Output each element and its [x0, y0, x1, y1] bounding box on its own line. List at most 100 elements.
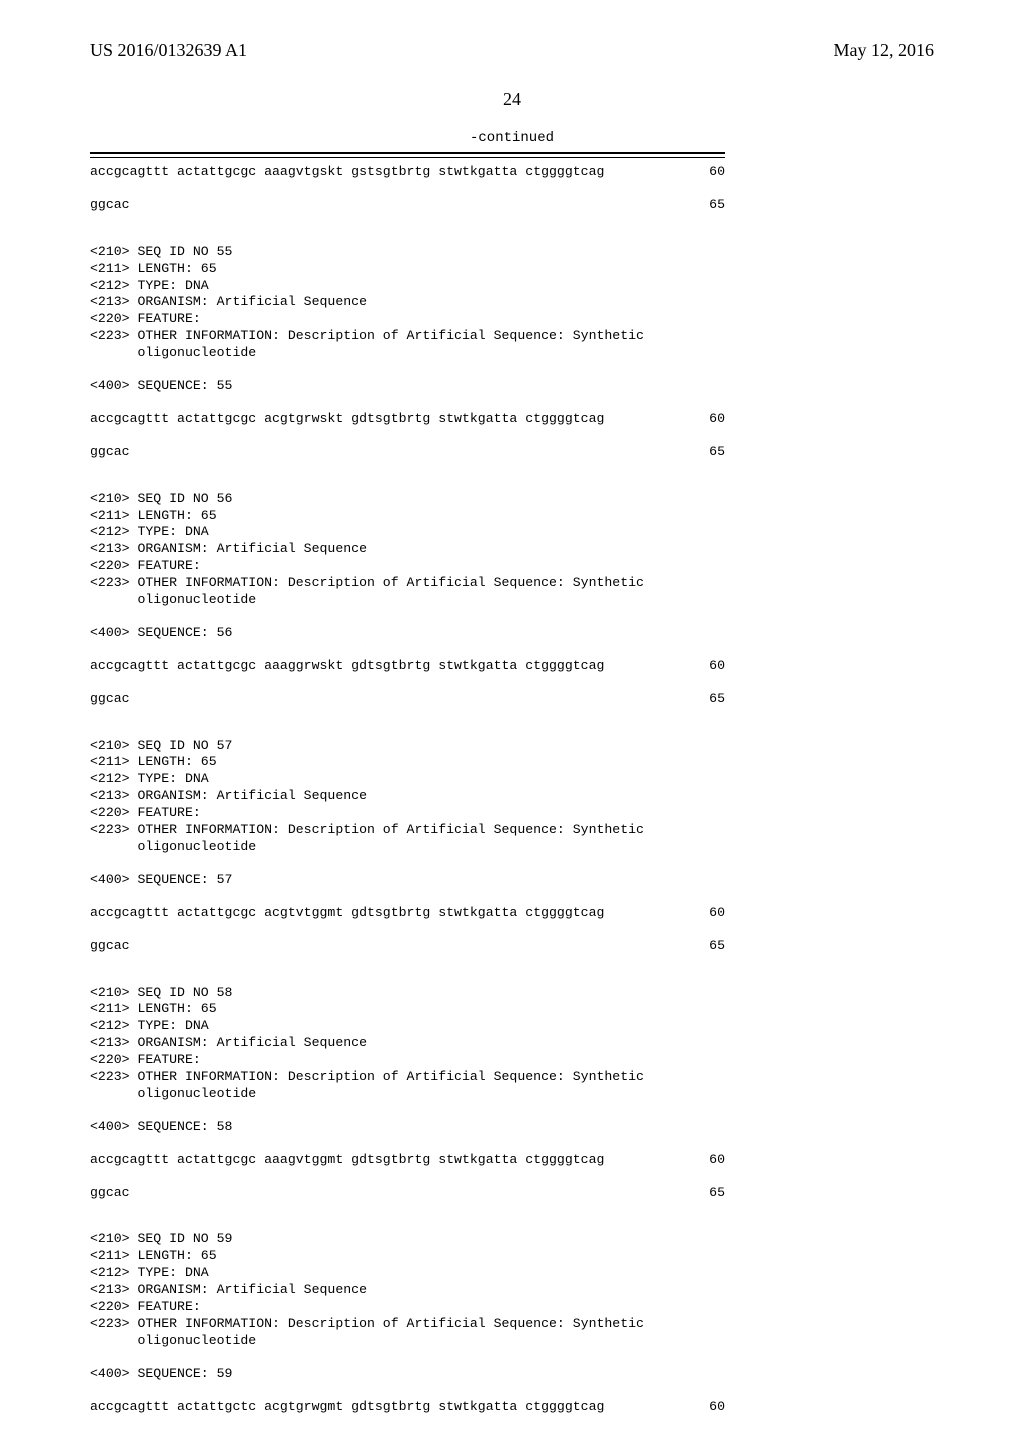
spacer	[90, 675, 750, 691]
sequence-text: accgcagttt actattgcgc acgtgrwskt gdtsgtb…	[90, 411, 604, 428]
sequence-position: 65	[695, 197, 725, 214]
spacer	[90, 1383, 750, 1399]
sequence-meta-line: <210> SEQ ID NO 59	[90, 1231, 750, 1248]
header-right: May 12, 2016	[834, 40, 935, 61]
sequence-meta-line: <210> SEQ ID NO 56	[90, 491, 750, 508]
sequence-text: accgcagttt actattgcgc acgtvtggmt gdtsgtb…	[90, 905, 604, 922]
sequence-data-line: ggcac 65	[90, 1185, 725, 1202]
spacer	[90, 181, 750, 197]
sequence-meta-line: <213> ORGANISM: Artificial Sequence	[90, 788, 750, 805]
sequence-position: 60	[695, 164, 725, 181]
sequence-position: 65	[695, 938, 725, 955]
sequence-meta-line: <400> SEQUENCE: 56	[90, 625, 750, 642]
spacer	[90, 609, 750, 625]
sequence-meta-line: <213> ORGANISM: Artificial Sequence	[90, 294, 750, 311]
spacer	[90, 461, 750, 491]
sequence-meta-line: <212> TYPE: DNA	[90, 278, 750, 295]
sequence-text: ggcac	[90, 691, 130, 708]
sequence-meta-line: <220> FEATURE:	[90, 1299, 750, 1316]
spacer	[90, 1136, 750, 1152]
continued-label: -continued	[90, 130, 934, 146]
sequence-meta-line: <220> FEATURE:	[90, 1052, 750, 1069]
spacer	[90, 889, 750, 905]
sequence-meta-line: <400> SEQUENCE: 57	[90, 872, 750, 889]
sequence-meta-line: <211> LENGTH: 65	[90, 754, 750, 771]
sequence-meta-line: <212> TYPE: DNA	[90, 1018, 750, 1035]
page-number: 24	[90, 89, 934, 110]
page-container: US 2016/0132639 A1 May 12, 2016 24 -cont…	[0, 0, 1024, 1455]
sequence-text: ggcac	[90, 444, 130, 461]
spacer	[90, 922, 750, 938]
sequence-position: 60	[695, 905, 725, 922]
sequence-meta-line: oligonucleotide	[90, 839, 750, 856]
sequence-data-line: ggcac 65	[90, 691, 725, 708]
sequence-meta-line: <220> FEATURE:	[90, 311, 750, 328]
sequence-text: ggcac	[90, 197, 130, 214]
sequence-meta-line: <213> ORGANISM: Artificial Sequence	[90, 1035, 750, 1052]
sequence-meta-line: oligonucleotide	[90, 345, 750, 362]
page-header: US 2016/0132639 A1 May 12, 2016	[90, 40, 934, 61]
sequence-position: 60	[695, 1399, 725, 1416]
spacer	[90, 1103, 750, 1119]
sequence-meta-line: oligonucleotide	[90, 592, 750, 609]
sequence-data-line: accgcagttt actattgcgc aaaggrwskt gdtsgtb…	[90, 658, 725, 675]
spacer	[90, 642, 750, 658]
sequence-listing: accgcagttt actattgcgc aaagvtgskt gstsgtb…	[90, 164, 750, 1415]
sequence-data-line: accgcagttt actattgcgc aaagvtggmt gdtsgtb…	[90, 1152, 725, 1169]
sequence-meta-line: <220> FEATURE:	[90, 805, 750, 822]
sequence-meta-line: <400> SEQUENCE: 55	[90, 378, 750, 395]
spacer	[90, 955, 750, 985]
sequence-meta-line: <210> SEQ ID NO 57	[90, 738, 750, 755]
sequence-meta-line: <213> ORGANISM: Artificial Sequence	[90, 1282, 750, 1299]
sequence-data-line: accgcagttt actattgctc acgtgrwgmt gdtsgtb…	[90, 1399, 725, 1416]
sequence-meta-line: <211> LENGTH: 65	[90, 1248, 750, 1265]
sequence-data-line: accgcagttt actattgcgc acgtgrwskt gdtsgtb…	[90, 411, 725, 428]
sequence-data-line: ggcac 65	[90, 938, 725, 955]
sequence-meta-line: <400> SEQUENCE: 58	[90, 1119, 750, 1136]
spacer	[90, 1350, 750, 1366]
sequence-meta-line: <220> FEATURE:	[90, 558, 750, 575]
sequence-position: 65	[695, 444, 725, 461]
sequence-meta-line: <400> SEQUENCE: 59	[90, 1366, 750, 1383]
sequence-meta-line: <211> LENGTH: 65	[90, 261, 750, 278]
sequence-meta-line: oligonucleotide	[90, 1333, 750, 1350]
sequence-meta-line: <223> OTHER INFORMATION: Description of …	[90, 328, 750, 345]
sequence-text: accgcagttt actattgcgc aaaggrwskt gdtsgtb…	[90, 658, 604, 675]
sequence-text: ggcac	[90, 1185, 130, 1202]
spacer	[90, 428, 750, 444]
sequence-meta-line: <213> ORGANISM: Artificial Sequence	[90, 541, 750, 558]
spacer	[90, 708, 750, 738]
sequence-text: accgcagttt actattgctc acgtgrwgmt gdtsgtb…	[90, 1399, 604, 1416]
sequence-data-line: ggcac 65	[90, 444, 725, 461]
sequence-data-line: accgcagttt actattgcgc acgtvtggmt gdtsgtb…	[90, 905, 725, 922]
sequence-meta-line: <212> TYPE: DNA	[90, 524, 750, 541]
sequence-meta-line: oligonucleotide	[90, 1086, 750, 1103]
sequence-meta-line: <210> SEQ ID NO 55	[90, 244, 750, 261]
sequence-position: 60	[695, 411, 725, 428]
sequence-text: accgcagttt actattgcgc aaagvtggmt gdtsgtb…	[90, 1152, 604, 1169]
sequence-meta-line: <212> TYPE: DNA	[90, 771, 750, 788]
spacer	[90, 362, 750, 378]
header-left: US 2016/0132639 A1	[90, 40, 247, 61]
sequence-position: 60	[695, 658, 725, 675]
sequence-meta-line: <223> OTHER INFORMATION: Description of …	[90, 1069, 750, 1086]
spacer	[90, 856, 750, 872]
horizontal-rule	[90, 152, 725, 158]
spacer	[90, 1169, 750, 1185]
spacer	[90, 395, 750, 411]
sequence-meta-line: <210> SEQ ID NO 58	[90, 985, 750, 1002]
spacer	[90, 1201, 750, 1231]
sequence-text: accgcagttt actattgcgc aaagvtgskt gstsgtb…	[90, 164, 604, 181]
sequence-position: 65	[695, 1185, 725, 1202]
sequence-position: 65	[695, 691, 725, 708]
sequence-text: ggcac	[90, 938, 130, 955]
sequence-meta-line: <212> TYPE: DNA	[90, 1265, 750, 1282]
spacer	[90, 214, 750, 244]
sequence-data-line: accgcagttt actattgcgc aaagvtgskt gstsgtb…	[90, 164, 725, 181]
sequence-meta-line: <223> OTHER INFORMATION: Description of …	[90, 1316, 750, 1333]
sequence-position: 60	[695, 1152, 725, 1169]
sequence-meta-line: <223> OTHER INFORMATION: Description of …	[90, 822, 750, 839]
sequence-meta-line: <211> LENGTH: 65	[90, 508, 750, 525]
sequence-meta-line: <223> OTHER INFORMATION: Description of …	[90, 575, 750, 592]
sequence-meta-line: <211> LENGTH: 65	[90, 1001, 750, 1018]
